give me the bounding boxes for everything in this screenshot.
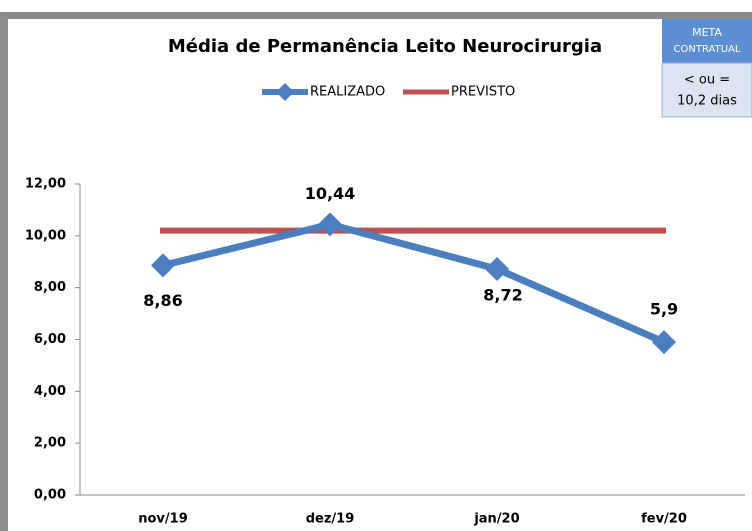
meta-body <box>661 62 752 118</box>
data-label: 10,44 <box>305 184 356 203</box>
y-tick-label: 6,00 <box>34 332 66 347</box>
y-tick-label: 4,00 <box>34 384 66 399</box>
y-tick-label: 10,00 <box>25 228 66 243</box>
meta-title: META <box>692 26 722 39</box>
frame-left <box>0 12 8 531</box>
marker <box>652 330 676 355</box>
chart-title: Média de Permanência Leito Neurocirurgia <box>168 36 602 57</box>
x-tick-label: nov/19 <box>138 512 188 527</box>
meta-text: 10,2 dias <box>677 94 737 109</box>
x-tick-label: dez/19 <box>306 512 355 527</box>
legend-marker <box>276 83 294 101</box>
data-label: 8,86 <box>143 291 182 310</box>
y-tick-label: 2,00 <box>34 436 66 451</box>
meta-title: CONTRATUAL <box>674 44 741 55</box>
marker <box>485 257 509 282</box>
y-tick-label: 0,00 <box>34 488 66 503</box>
data-label: 8,72 <box>483 286 522 305</box>
meta-header <box>662 19 752 63</box>
x-tick-label: jan/20 <box>473 512 519 527</box>
line-realizado <box>162 220 666 346</box>
y-tick-label: 12,00 <box>25 177 66 192</box>
legend-label: PREVISTO <box>451 85 515 100</box>
y-tick-label: 8,00 <box>34 280 66 295</box>
x-tick-label: fev/20 <box>641 512 687 527</box>
marker <box>318 212 342 237</box>
legend-label: REALIZADO <box>310 85 385 100</box>
meta-text: < ou = <box>684 73 730 88</box>
data-label: 5,9 <box>650 300 678 319</box>
marker <box>151 253 175 278</box>
frame-top <box>0 12 752 19</box>
